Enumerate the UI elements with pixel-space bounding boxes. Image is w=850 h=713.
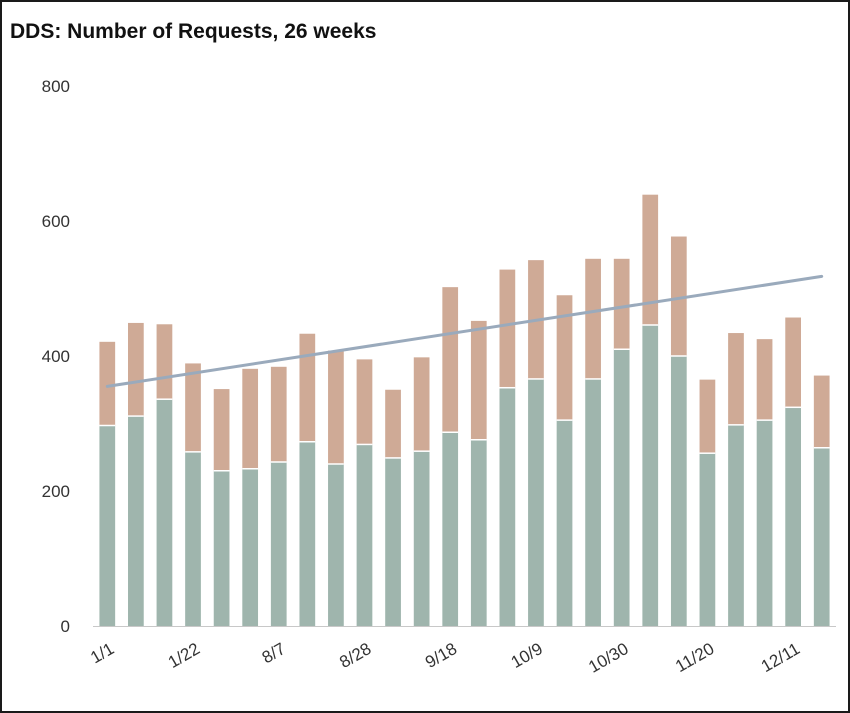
bar-lower-segment bbox=[728, 424, 744, 626]
bar-upper-segment bbox=[499, 269, 516, 388]
x-tick-label: 1/1 bbox=[87, 639, 117, 667]
bar-upper-segment bbox=[442, 287, 459, 433]
x-tick-label: 11/20 bbox=[672, 639, 717, 676]
bar-upper-segment bbox=[356, 359, 373, 445]
bar-lower-segment bbox=[642, 324, 659, 626]
bar-upper-segment bbox=[213, 389, 230, 471]
bar-upper-segment bbox=[270, 366, 287, 462]
bar-upper-segment bbox=[613, 258, 630, 350]
y-tick-label: 0 bbox=[61, 617, 70, 636]
x-tick-label: 8/28 bbox=[336, 639, 374, 672]
bars bbox=[99, 194, 830, 627]
y-tick-label: 200 bbox=[42, 482, 70, 501]
bar-lower-segment bbox=[328, 464, 344, 626]
bar-lower-segment bbox=[99, 425, 116, 626]
bar-upper-segment bbox=[728, 333, 744, 425]
bar-lower-segment bbox=[499, 387, 516, 626]
x-tick-label: 12/11 bbox=[758, 639, 803, 676]
bar-lower-segment bbox=[785, 407, 801, 626]
bar-lower-segment bbox=[270, 461, 287, 626]
bar-lower-segment bbox=[128, 416, 144, 626]
bar-lower-segment bbox=[413, 451, 430, 626]
bar-upper-segment bbox=[585, 258, 601, 379]
y-tick-label: 800 bbox=[42, 77, 70, 96]
bar-lower-segment bbox=[385, 457, 401, 626]
bar-lower-segment bbox=[813, 447, 830, 626]
bar-upper-segment bbox=[328, 350, 344, 464]
bar-lower-segment bbox=[356, 444, 373, 626]
bar-upper-segment bbox=[156, 324, 173, 400]
bar-upper-segment bbox=[413, 357, 430, 452]
bar-upper-segment bbox=[99, 341, 116, 426]
bar-lower-segment bbox=[585, 378, 601, 626]
x-tick-label: 10/30 bbox=[585, 639, 631, 677]
bar-lower-segment bbox=[613, 349, 630, 626]
bar-lower-segment bbox=[470, 439, 487, 626]
x-tick-label: 8/7 bbox=[259, 639, 289, 667]
bar-lower-segment bbox=[185, 451, 201, 626]
bar-lower-segment bbox=[156, 399, 173, 626]
y-axis: 0 200 400 600 800 bbox=[42, 77, 70, 636]
bar-upper-segment bbox=[385, 389, 401, 458]
bar-lower-segment bbox=[556, 420, 573, 627]
y-tick-label: 600 bbox=[42, 212, 70, 231]
bar-upper-segment bbox=[756, 339, 773, 421]
bar-upper-segment bbox=[128, 322, 144, 417]
x-tick-label: 1/22 bbox=[165, 639, 203, 672]
bar-upper-segment bbox=[670, 236, 687, 356]
bar-lower-segment bbox=[670, 356, 687, 626]
x-tick-label: 10/9 bbox=[508, 639, 546, 672]
x-axis: 1/1 1/22 8/7 8/28 9/18 10/9 10/30 11/20 12/11 bbox=[87, 626, 836, 677]
y-tick-label: 400 bbox=[42, 347, 70, 366]
trend-line-group bbox=[105, 274, 824, 388]
bar-lower-segment bbox=[528, 378, 544, 626]
bar-lower-segment bbox=[242, 468, 259, 626]
bar-lower-segment bbox=[299, 441, 316, 626]
bar-upper-segment bbox=[642, 194, 659, 325]
bar-upper-segment bbox=[699, 379, 716, 454]
bar-lower-segment bbox=[442, 432, 459, 626]
bar-upper-segment bbox=[556, 295, 573, 421]
bar-upper-segment bbox=[470, 320, 487, 440]
bar-lower-segment bbox=[699, 453, 716, 626]
bar-lower-segment bbox=[756, 420, 773, 627]
bar-lower-segment bbox=[213, 470, 230, 626]
bar-upper-segment bbox=[185, 363, 201, 452]
chart-title: DDS: Number of Requests, 26 weeks bbox=[10, 20, 377, 43]
trend-line bbox=[105, 274, 824, 388]
bar-upper-segment bbox=[242, 368, 259, 469]
x-tick-label: 9/18 bbox=[422, 639, 460, 672]
bar-upper-segment bbox=[785, 317, 801, 408]
bar-upper-segment bbox=[813, 375, 830, 448]
bar-upper-segment bbox=[299, 333, 316, 442]
